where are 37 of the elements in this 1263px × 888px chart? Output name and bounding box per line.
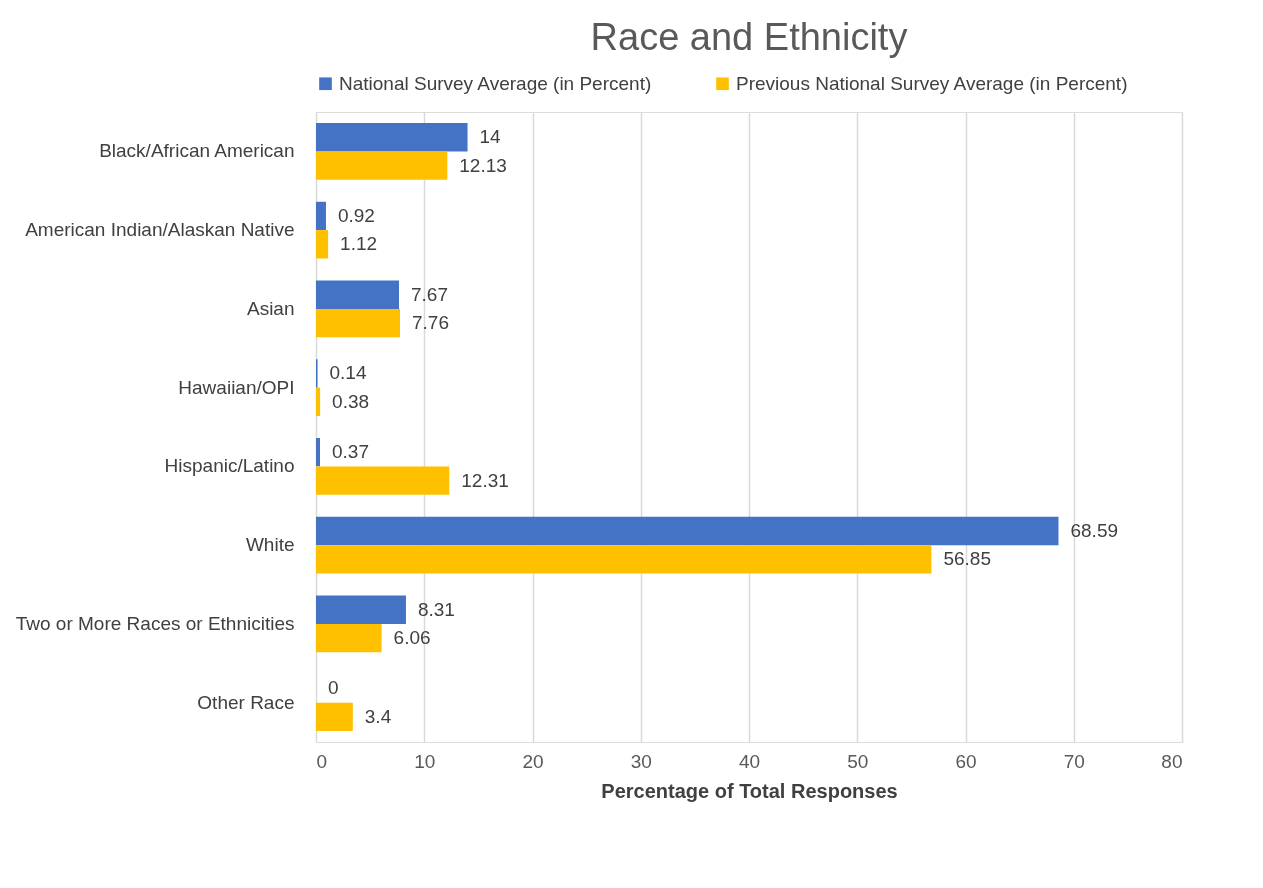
data-label: 14 [479, 126, 502, 148]
x-tick-label: 10 [414, 750, 436, 772]
data-label: 56.85 [943, 548, 991, 570]
x-tick-label: 80 [1161, 750, 1183, 772]
data-label: 1.12 [340, 233, 378, 255]
x-tick-label: 50 [847, 750, 869, 772]
x-tick-label: 20 [522, 750, 544, 772]
x-axis-title: Percentage of Total Responses [601, 779, 898, 802]
data-label: 3.4 [364, 705, 392, 727]
y-tick-label: Asian [246, 297, 295, 319]
y-tick-label: Other Race [197, 691, 295, 713]
x-tick-label: 40 [738, 750, 761, 772]
data-label: 8.31 [417, 598, 455, 620]
y-tick-label: American Indian/Alaskan Native [25, 219, 295, 241]
chart-title: Race and Ethnicity [590, 16, 908, 58]
data-label: 0.38 [332, 390, 370, 412]
y-tick-label: White [245, 534, 295, 556]
legend-label: National Survey Average (in Percent) [339, 72, 652, 94]
data-label: 68.59 [1070, 519, 1119, 541]
x-tick-label: 30 [630, 750, 652, 772]
x-tick-label: 70 [1063, 750, 1085, 772]
data-label: 0.37 [332, 441, 369, 463]
data-label: 0.92 [337, 204, 375, 226]
data-label: 6.06 [393, 627, 431, 649]
legend-label: Previous National Survey Average (in Percent) [736, 72, 1128, 94]
y-tick-label: Hawaiian/OPI [178, 376, 295, 398]
y-tick-label: Hispanic/Latino [164, 455, 295, 477]
y-tick-label: Two or More Races or Ethnicities [15, 612, 295, 634]
data-label: 12.31 [461, 469, 509, 491]
data-label: 7.67 [411, 283, 449, 305]
data-label: 12.13 [459, 154, 507, 176]
x-tick-label: 60 [955, 750, 977, 772]
data-label: 0 [328, 677, 339, 699]
x-tick-label: 0 [316, 750, 328, 772]
data-label: 7.76 [412, 312, 449, 334]
y-tick-label: Black/African American [99, 140, 295, 162]
data-label: 0.14 [329, 362, 367, 384]
